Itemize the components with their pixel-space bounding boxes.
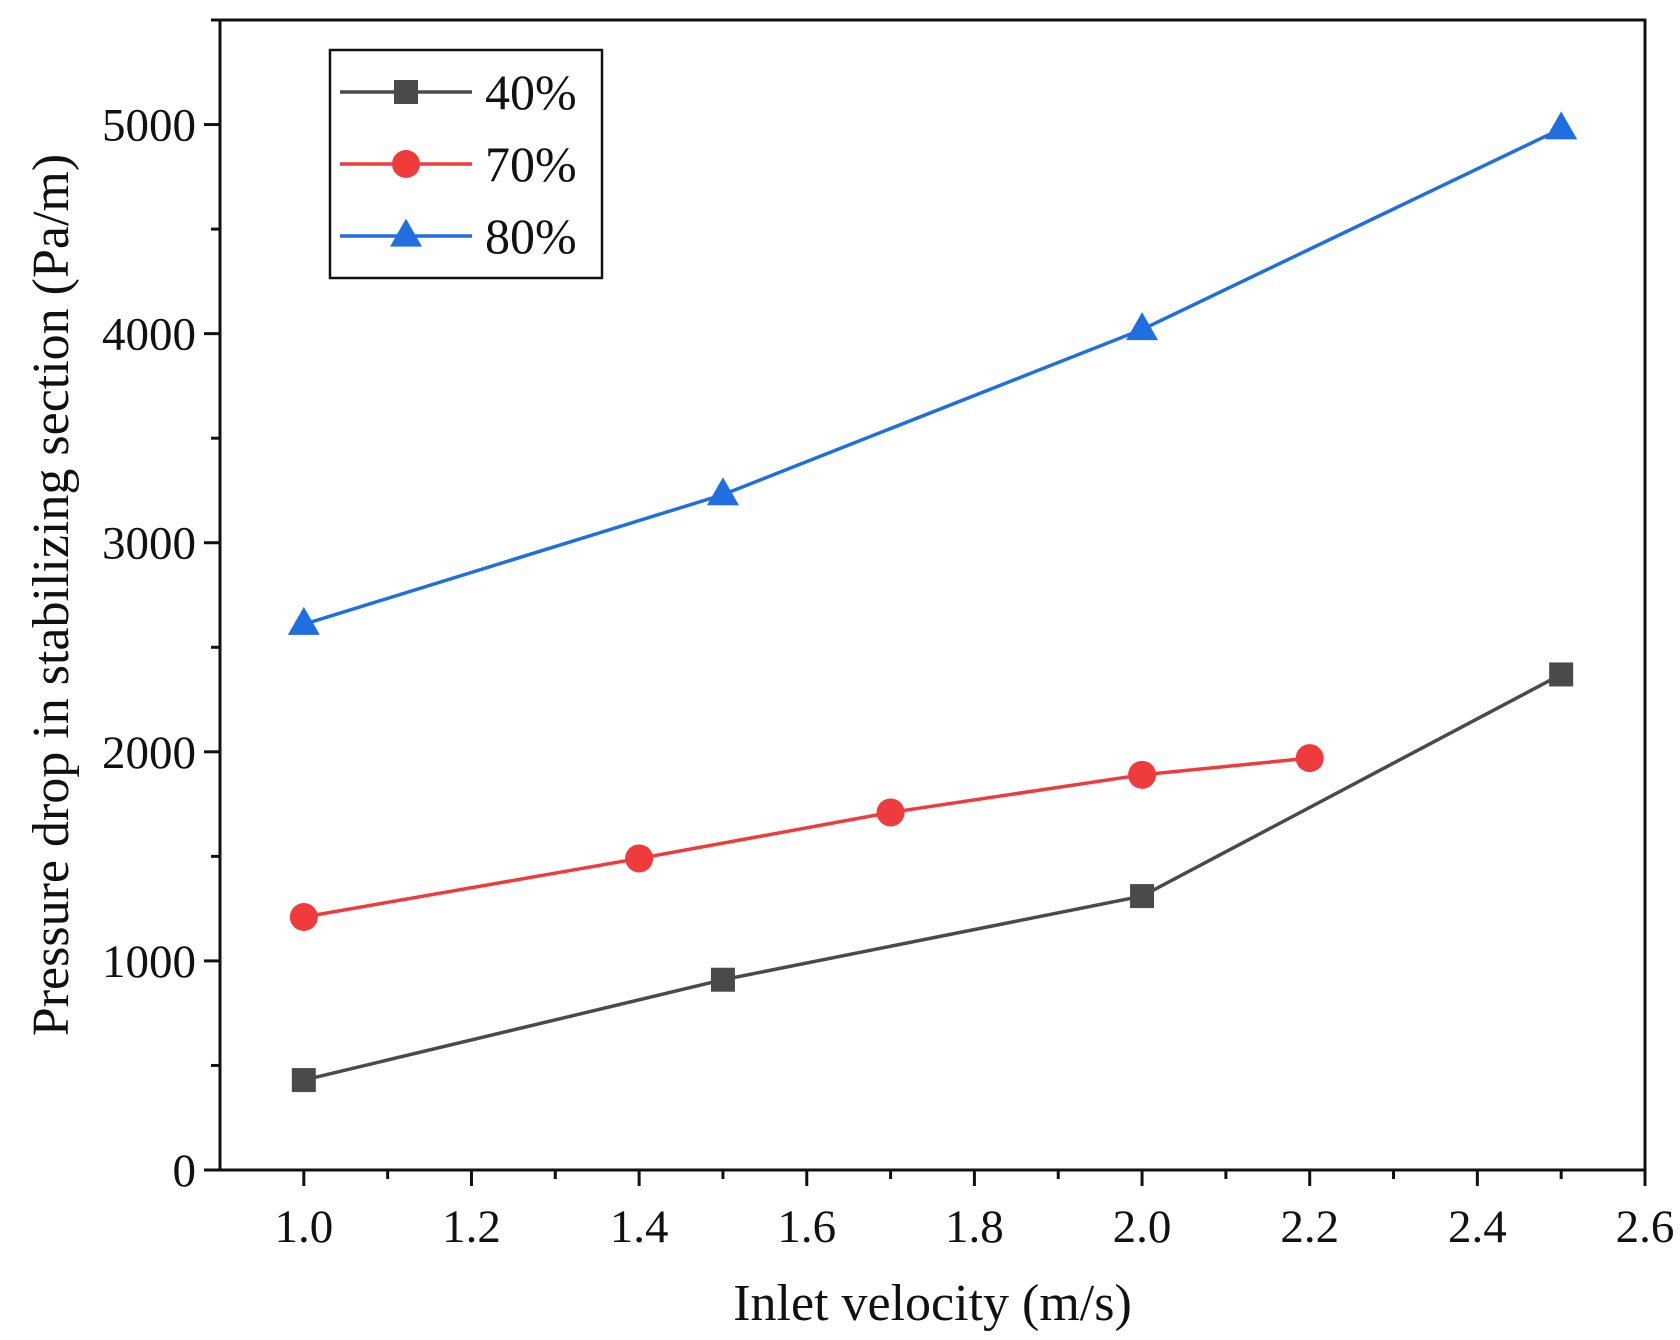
series-line (303, 756, 1310, 919)
y-tick-label: 3000 (102, 518, 196, 570)
x-axis-title: Inlet velocity (m/s) (733, 1275, 1132, 1332)
legend-item: 40% (340, 64, 577, 120)
series-1 (289, 744, 1324, 931)
x-tick-label: 2.0 (1113, 1201, 1172, 1253)
axes: 1.0 1.2 1.4 1.6 1.8 2.0 2.2 2.4 2.6 0 1000 2000 3000… (102, 18, 1675, 1253)
legend-marker (390, 218, 422, 247)
series-2 (287, 111, 1578, 635)
data-point (876, 798, 905, 827)
y-tick-label: 4000 (102, 309, 196, 361)
legend-label: 80% (485, 208, 577, 264)
x-tick-label: 1.8 (945, 1201, 1004, 1253)
y-tick-label: 2000 (102, 727, 196, 779)
data-point (1130, 884, 1155, 909)
data-point (706, 477, 739, 506)
series-0 (291, 662, 1574, 1093)
x-tick-label: 1.0 (274, 1201, 333, 1253)
legend-label: 40% (485, 64, 577, 120)
series-line (303, 127, 1562, 626)
y-axis-title: Pressure drop in stabilizing section (Pa… (23, 154, 80, 1036)
legend-marker (392, 150, 420, 178)
series-line (303, 672, 1562, 1082)
x-tick-label: 1.4 (610, 1201, 669, 1253)
legend-item: 70% (340, 136, 577, 192)
data-point (1545, 111, 1578, 140)
data-point (1549, 662, 1574, 687)
x-tick-label: 2.2 (1280, 1201, 1339, 1253)
data-point (1128, 760, 1157, 789)
y-tick-label: 0 (173, 1145, 197, 1197)
legend-item: 80% (340, 208, 577, 264)
y-tick-label: 1000 (102, 936, 196, 988)
x-tick-label: 2.6 (1616, 1201, 1675, 1253)
series-layer (287, 111, 1578, 1093)
data-point (289, 903, 318, 931)
y-tick-label: 5000 (102, 100, 196, 152)
x-tick-label: 1.2 (442, 1201, 501, 1253)
data-point (287, 606, 320, 635)
legend-marker (394, 80, 418, 104)
data-point (1126, 312, 1159, 341)
data-point (710, 967, 735, 992)
data-point (1295, 744, 1324, 773)
x-tick-label: 1.6 (777, 1201, 836, 1253)
legend-label: 70% (485, 136, 577, 192)
data-point (291, 1068, 316, 1093)
plot-frame (218, 18, 1647, 1172)
x-tick-label: 2.4 (1448, 1201, 1507, 1253)
legend: 40% 70% 80% (328, 48, 604, 280)
data-point (625, 844, 654, 873)
